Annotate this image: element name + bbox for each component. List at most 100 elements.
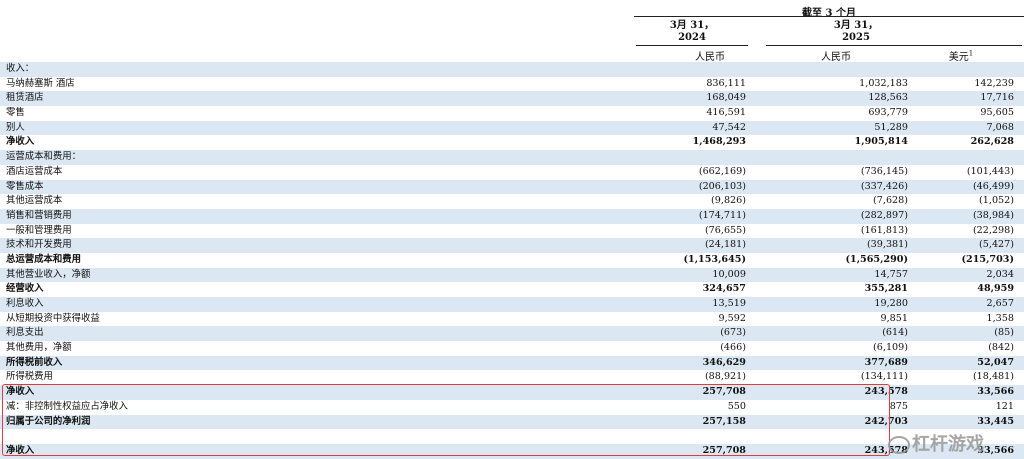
value-usd-2025: (1,052): [979, 195, 1014, 207]
value-rmb-2025: 243,578: [864, 444, 908, 456]
table-row: 减：非控制性权益应占净收入 550 875 121: [0, 400, 1024, 415]
value-usd-2025: (101,443): [966, 165, 1014, 177]
col2-heading: 3月 31， 2025: [800, 20, 912, 44]
value-rmb-2025: (1,565,290): [845, 253, 909, 265]
value-rmb-2024: 324,657: [702, 283, 746, 295]
value-usd-2025: 1,358: [986, 312, 1014, 324]
table-row: 零售 416,591 693,779 95,605: [0, 106, 1024, 121]
col1-rule: [636, 45, 748, 46]
period-heading: 截至 3 个月: [802, 8, 856, 19]
col2-date: 3月 31，: [833, 20, 879, 31]
value-rmb-2024: 257,708: [702, 386, 746, 398]
row-label: 其他营业收入，净额: [6, 268, 91, 280]
row-label: 减：非控制性权益应占净收入: [6, 400, 128, 412]
row-label: 马纳赫塞斯 酒店: [6, 77, 75, 89]
value-usd-2025: (5,427): [979, 239, 1014, 251]
value-usd-2025: 33,445: [977, 415, 1014, 427]
currency-usd-label: 美元: [948, 52, 969, 63]
row-label: 租赁酒店: [6, 92, 44, 104]
currency-usd-2025: 美元1: [936, 48, 986, 63]
value-usd-2025: (85): [994, 327, 1014, 339]
weibo-logo-icon: [888, 436, 910, 454]
table-row: 一般和管理费用 (76,655) (161,813) (22,298): [0, 224, 1024, 239]
value-rmb-2024: 346,629: [702, 356, 746, 368]
table-row: 净收入 257,708 243,578 33,566: [0, 385, 1024, 400]
row-label: 所得税费用: [6, 371, 53, 383]
value-usd-2025: (842): [988, 342, 1014, 354]
value-rmb-2024: 47,542: [712, 121, 746, 133]
table-row: 销售和营销费用 (174,711) (282,897) (38,984): [0, 208, 1024, 224]
row-label: 归属于公司的净利润: [6, 415, 91, 427]
value-rmb-2025: (7,628): [873, 195, 908, 207]
value-usd-2025: 7,068: [986, 121, 1014, 133]
table-row: 运营成本和费用：: [0, 150, 1024, 165]
value-rmb-2024: 10,009: [712, 268, 746, 280]
table-row: 其他营业收入，净额 10,009 14,757 2,034: [0, 267, 1024, 283]
row-label: 所得税前收入: [6, 356, 63, 368]
watermark-text: 杠杆游戏: [912, 434, 984, 455]
col2-year: 2025: [842, 32, 870, 43]
value-usd-2025: 33,566: [977, 386, 1014, 398]
row-label: 净收入: [6, 444, 35, 456]
table-row: 净收入 257,708 243,578 33,566: [0, 443, 1024, 459]
value-rmb-2024: (76,655): [704, 224, 746, 236]
row-label: 销售和营销费用: [6, 209, 72, 221]
value-rmb-2024: (88,921): [704, 371, 746, 383]
row-label: 酒店运营成本: [6, 165, 63, 177]
value-usd-2025: 52,047: [977, 356, 1014, 368]
table-row: 马纳赫塞斯 酒店 836,111 1,032,183 142,239: [0, 77, 1024, 92]
value-rmb-2025: 242,703: [864, 415, 908, 427]
value-rmb-2024: 416,591: [706, 107, 746, 119]
value-usd-2025: (46,499): [972, 180, 1014, 192]
value-rmb-2025: 1,905,814: [854, 136, 908, 148]
value-usd-2025: 2,657: [986, 298, 1014, 309]
table-row: 酒店运营成本 (662,169) (736,145) (101,443): [0, 165, 1024, 180]
value-rmb-2024: 550: [727, 400, 746, 412]
value-usd-2025: 2,034: [986, 268, 1014, 280]
value-usd-2025: 17,716: [980, 92, 1014, 104]
value-rmb-2024: (24,181): [704, 239, 746, 251]
value-rmb-2025: 1,032,183: [859, 77, 908, 89]
table-row: 利息支出 (673) (614) (85): [0, 326, 1024, 342]
value-rmb-2025: (337,426): [860, 180, 908, 192]
row-label: 净收入: [6, 386, 35, 398]
watermark: 杠杆游戏: [888, 430, 984, 456]
value-rmb-2025: (614): [882, 327, 908, 339]
row-label: 零售: [6, 107, 25, 119]
col1-heading: 3月 31， 2024: [636, 20, 748, 44]
value-rmb-2025: 243,578: [864, 386, 908, 398]
row-label: 技术和开发费用: [6, 239, 72, 251]
table-row: 净收入 1,468,293 1,905,814 262,628: [0, 135, 1024, 150]
currency-rmb-2025: 人民币: [821, 52, 851, 63]
footnote-marker: 1: [968, 49, 974, 58]
value-rmb-2025: (736,145): [860, 165, 908, 177]
value-rmb-2025: (6,109): [873, 342, 908, 354]
row-label: 经营收入: [6, 283, 44, 295]
row-label: 别人: [6, 121, 25, 133]
value-usd-2025: 48,959: [977, 283, 1014, 295]
row-label: 利息收入: [6, 298, 44, 309]
value-rmb-2025: 9,851: [880, 312, 908, 324]
col1-date: 3月 31，: [669, 20, 715, 31]
table-row: 零售成本 (206,103) (337,426) (46,499): [0, 179, 1024, 195]
row-label: 其他费用，净额: [6, 342, 72, 354]
row-label: 净收入: [6, 136, 35, 148]
value-usd-2025: 95,605: [980, 107, 1014, 119]
value-usd-2025: 121: [995, 400, 1014, 412]
value-rmb-2025: 693,779: [868, 107, 908, 119]
value-rmb-2024: (9,826): [711, 195, 746, 207]
value-rmb-2025: 19,280: [874, 298, 908, 309]
table-row: 租赁酒店 168,049 128,563 17,716: [0, 91, 1024, 107]
value-rmb-2024: (673): [720, 327, 746, 339]
value-usd-2025: 33,566: [977, 444, 1014, 456]
table-row: 所得税前收入 346,629 377,689 52,047: [0, 355, 1024, 371]
value-rmb-2024: (466): [720, 342, 746, 354]
table-row: 其他费用，净额 (466) (6,109) (842): [0, 341, 1024, 356]
row-label: 从短期投资中获得收益: [6, 312, 100, 324]
table-row: 收入：: [0, 62, 1024, 77]
value-rmb-2024: 13,519: [712, 298, 746, 309]
row-label: 利息支出: [6, 327, 44, 339]
table-row: 利息收入 13,519 19,280 2,657: [0, 297, 1024, 312]
value-rmb-2025: (282,897): [860, 209, 908, 221]
value-rmb-2024: 257,158: [702, 415, 746, 427]
